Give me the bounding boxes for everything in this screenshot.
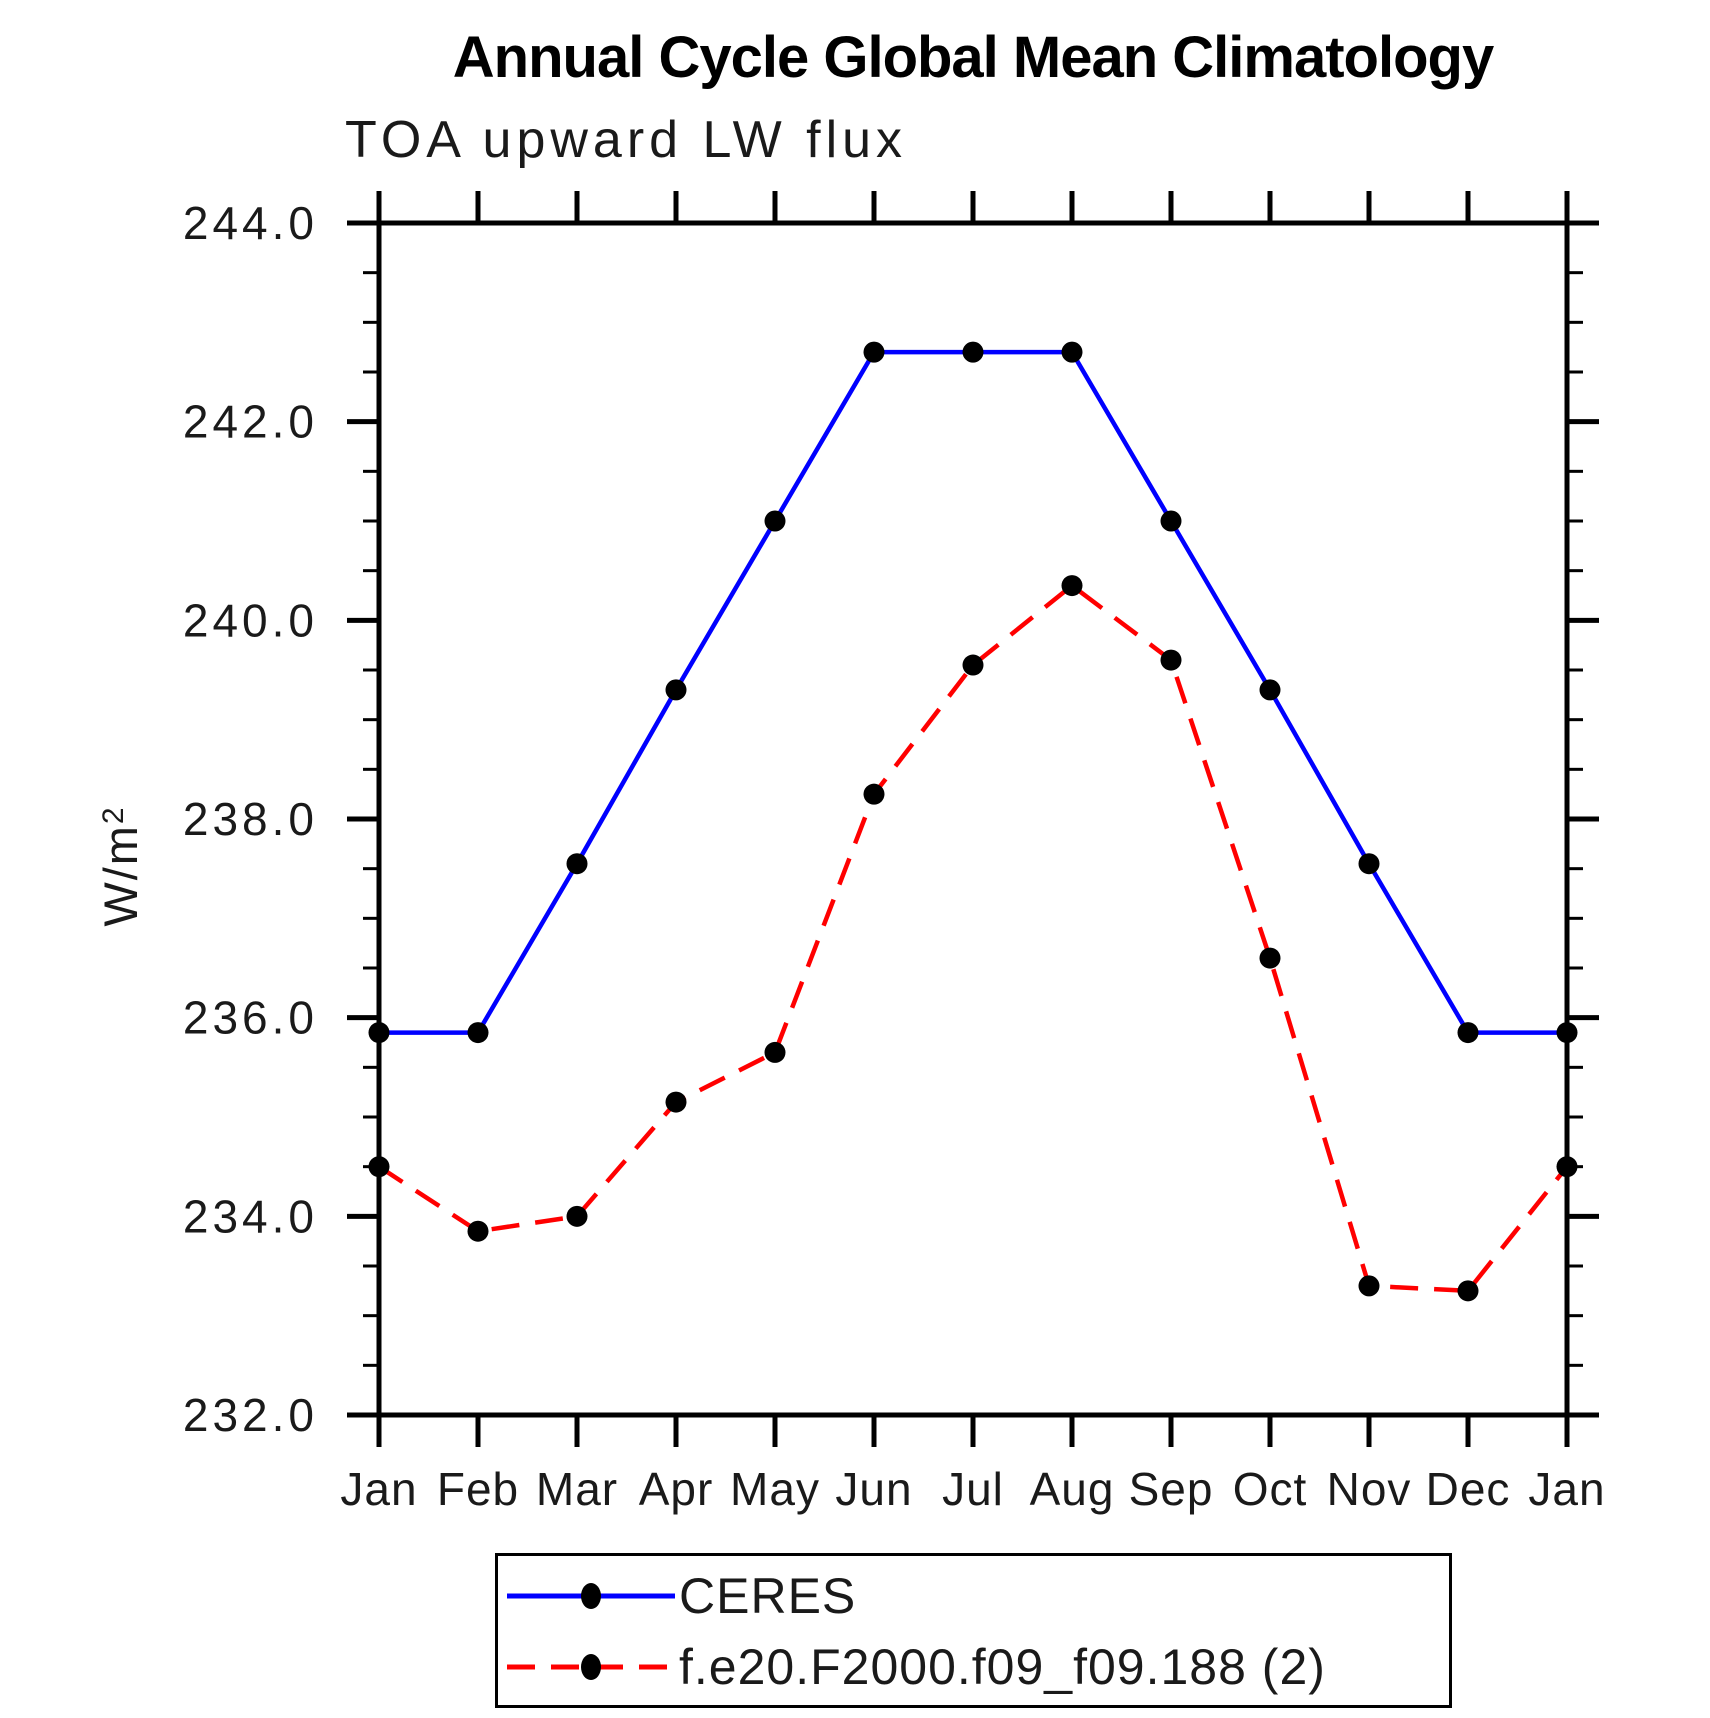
x-axis-tick-label: Nov (1327, 1463, 1412, 1515)
model-data-point (1457, 1280, 1479, 1302)
x-axis-tick-label: Feb (437, 1463, 519, 1515)
chart-subtitle: TOA upward LW flux (345, 111, 908, 169)
model-data-point (467, 1220, 489, 1242)
model-line (377, 582, 1569, 1294)
model-data-point (1259, 947, 1281, 969)
model-data-point (1556, 1156, 1578, 1178)
ceres-data-point (1556, 1022, 1578, 1044)
ceres-data-point (764, 510, 786, 532)
y-axis-tick-label: 236.0 (183, 992, 318, 1044)
legend: CERES f.e20.F2000.f09_f09.188 (2) (495, 1553, 1452, 1708)
chart-title: Annual Cycle Global Mean Climatology (452, 25, 1494, 90)
x-axis-tick-label: Jul (942, 1463, 1004, 1515)
model-data-point (368, 1156, 390, 1178)
ceres-line (379, 349, 1567, 1035)
ceres-data-point (566, 853, 588, 875)
ceres-data-point (863, 341, 885, 363)
y-axis-tick-label: 244.0 (183, 197, 318, 249)
model-data-point (764, 1041, 786, 1063)
y-axis-tick-label: 232.0 (183, 1389, 318, 1441)
legend-label-model: f.e20.F2000.f09_f09.188 (2) (679, 1639, 1326, 1695)
x-axis-tick-label: Jan (340, 1463, 417, 1515)
model-data-point (962, 654, 984, 676)
legend-label-ceres: CERES (679, 1568, 857, 1624)
x-axis-tick-label: May (730, 1463, 820, 1515)
x-axis-tick-label: Dec (1426, 1463, 1511, 1515)
model-data-point (1061, 575, 1083, 597)
plot-border (376, 220, 1570, 1418)
ceres-data-point (1160, 510, 1182, 532)
ceres-data-point (368, 1022, 390, 1044)
ceres-data-point (467, 1022, 489, 1044)
model-data-point (863, 783, 885, 805)
ceres-data-point (665, 679, 687, 701)
model-data-point (566, 1205, 588, 1227)
ceres-data-point (1061, 341, 1083, 363)
ceres-data-point (962, 341, 984, 363)
y-axis-tick-label: 234.0 (183, 1190, 318, 1242)
y-axis-tick-label: 238.0 (183, 793, 318, 845)
x-axis-tick-label: Aug (1030, 1463, 1115, 1515)
model-data-point (1358, 1275, 1380, 1297)
ceres-data-point (1358, 853, 1380, 875)
ceres-data-point (1259, 679, 1281, 701)
model-data-point (1160, 649, 1182, 671)
legend-sample-ceres-line (507, 1583, 675, 1609)
x-axis-tick-label: Apr (639, 1463, 714, 1515)
legend-ceres-marker (581, 1583, 601, 1609)
model-data-point (665, 1091, 687, 1113)
legend-sample-model-line (507, 1654, 675, 1680)
x-axis-tick-label: Oct (1233, 1463, 1308, 1515)
legend-model-marker (581, 1654, 601, 1680)
x-axis-tick-label: Sep (1129, 1463, 1214, 1515)
y-axis-tick-label: 242.0 (183, 396, 318, 448)
legend-row-model: f.e20.F2000.f09_f09.188 (2) (505, 1642, 1326, 1692)
x-axis-tick-label: Jun (835, 1463, 912, 1515)
x-axis-tick-label: Jan (1528, 1463, 1605, 1515)
ceres-data-point (1457, 1022, 1479, 1044)
legend-row-ceres: CERES (505, 1571, 856, 1621)
y-axis-tick-label: 240.0 (183, 594, 318, 646)
x-axis-tick-label: Mar (536, 1463, 618, 1515)
